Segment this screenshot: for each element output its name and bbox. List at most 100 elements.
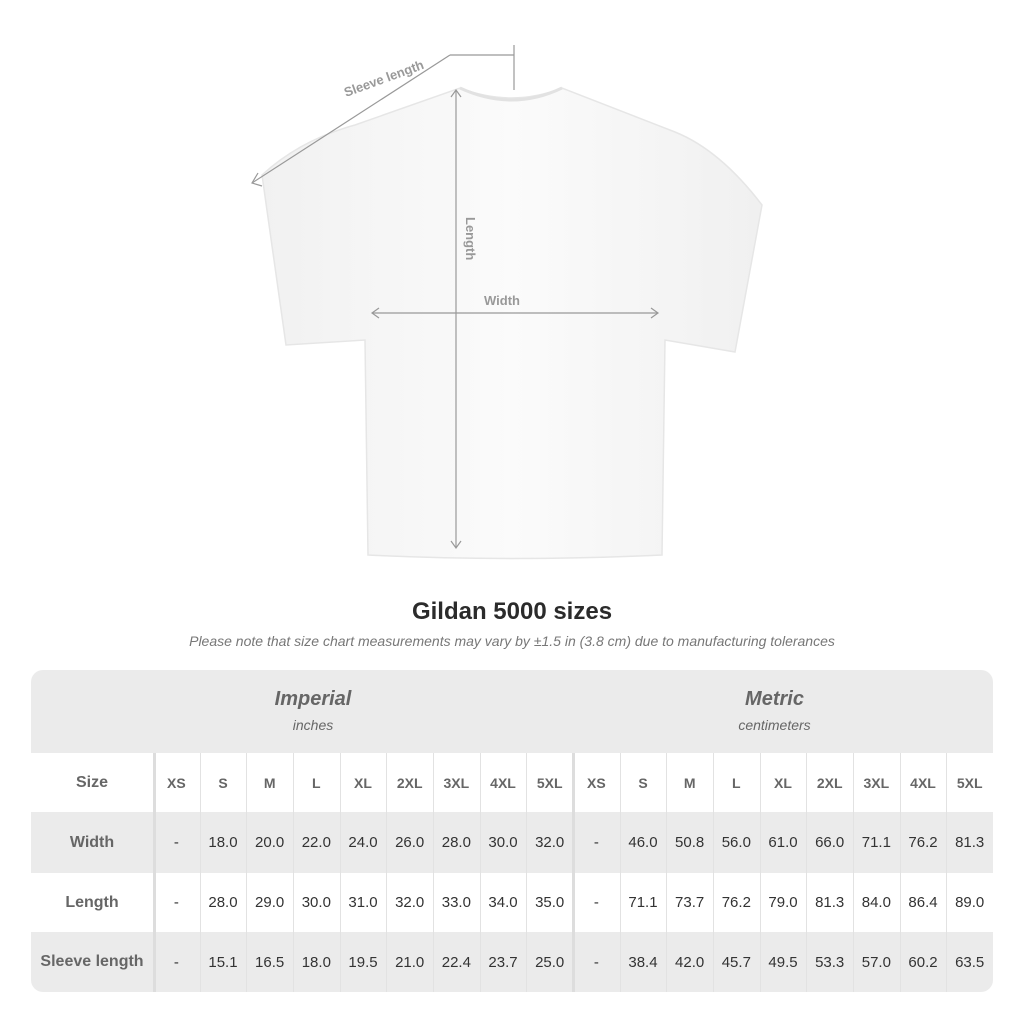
column-divider (153, 753, 156, 992)
metric-value: 42.0 (675, 953, 705, 971)
metric-value: 49.5 (768, 953, 798, 971)
column-divider (386, 753, 388, 992)
column-divider (526, 753, 528, 992)
column-divider (433, 753, 435, 992)
metric-value: 45.7 (721, 953, 751, 971)
imperial-value: 22.0 (301, 834, 331, 851)
metric-value: 38.4 (628, 953, 658, 971)
imperial-unit: inches (292, 717, 334, 733)
imperial-size-header: 2XL (396, 774, 423, 791)
imperial-value: - (173, 894, 179, 911)
metric-value: 63.5 (955, 953, 985, 971)
metric-value: 76.2 (908, 834, 938, 851)
imperial-value: 30.0 (488, 834, 518, 851)
metric-value: 60.2 (908, 953, 938, 971)
metric-value: 86.4 (908, 894, 938, 911)
column-divider (946, 753, 948, 992)
metric-size-header: 3XL (863, 774, 890, 791)
imperial-heading: Imperial (274, 688, 352, 710)
imperial-size-header: S (218, 774, 228, 791)
metric-size-header: 4XL (910, 774, 936, 791)
column-divider (293, 753, 294, 992)
column-divider (479, 753, 481, 992)
imperial-value: 35.0 (535, 894, 565, 911)
imperial-size-header: 4XL (490, 774, 516, 791)
imperial-value: 23.7 (488, 953, 518, 971)
metric-size-header: S (638, 774, 648, 791)
column-divider (666, 753, 668, 992)
page-title: Gildan 5000 sizes (411, 598, 613, 625)
size-table: Imperial inches Metric centimeters Size X… (31, 670, 993, 992)
metric-value: 81.3 (815, 894, 845, 911)
metric-value: 56.0 (721, 834, 751, 851)
imperial-value: 32.0 (395, 894, 425, 911)
imperial-value: 18.0 (208, 834, 238, 851)
metric-value: 71.1 (861, 834, 891, 851)
imperial-value: 21.0 (395, 953, 425, 971)
column-divider (713, 753, 714, 992)
metric-value: 89.0 (955, 894, 985, 911)
imperial-value: 31.0 (348, 894, 378, 911)
metric-value: 53.3 (815, 953, 845, 971)
column-divider (619, 753, 621, 992)
column-divider (199, 753, 201, 992)
row-label: Length (65, 893, 119, 911)
metric-value: 61.0 (768, 834, 798, 851)
imperial-size-header: XS (166, 774, 186, 791)
metric-value: - (593, 834, 599, 851)
metric-size-header: XS (586, 774, 606, 791)
metric-value: 84.0 (861, 894, 891, 911)
imperial-value: 33.0 (441, 894, 471, 911)
imperial-value: 24.0 (348, 834, 378, 851)
metric-value: 76.2 (721, 894, 751, 911)
imperial-value: 32.0 (535, 834, 565, 851)
metric-size-header: 5XL (956, 774, 983, 791)
imperial-value: 34.0 (488, 894, 518, 911)
metric-size-header: 2XL (816, 774, 843, 791)
metric-value: 81.3 (955, 834, 985, 851)
column-divider (806, 753, 808, 992)
imperial-value: 22.4 (441, 953, 471, 971)
imperial-value: 15.1 (208, 953, 238, 971)
metric-size-header: XL (774, 774, 792, 791)
imperial-value: 16.5 (255, 953, 285, 971)
imperial-size-header: L (312, 774, 321, 791)
imperial-value: 25.0 (535, 953, 565, 971)
tshirt-shape (261, 87, 763, 560)
metric-value: - (593, 953, 599, 971)
imperial-value: - (173, 953, 179, 971)
column-divider (899, 753, 901, 992)
metric-header: Metric centimeters (573, 670, 976, 753)
column-divider (246, 753, 248, 992)
imperial-size-header: 3XL (443, 774, 470, 791)
metric-value: 73.7 (675, 894, 705, 911)
imperial-value: 29.0 (255, 894, 285, 911)
length-label: Length (463, 217, 478, 260)
imperial-value: 30.0 (301, 894, 331, 911)
imperial-size-header: XL (354, 774, 372, 791)
imperial-value: 26.0 (395, 834, 425, 851)
tolerance-note: Please note that size chart measurements… (189, 633, 835, 649)
imperial-value: 20.0 (255, 834, 285, 851)
column-divider (572, 753, 575, 992)
width-label: Width (484, 293, 520, 308)
metric-value: 57.0 (861, 953, 891, 971)
metric-value: 50.8 (675, 834, 705, 851)
metric-unit: centimeters (738, 717, 811, 733)
metric-size-header: M (683, 774, 696, 791)
imperial-size-header: 5XL (536, 774, 563, 791)
column-divider (759, 753, 761, 992)
metric-value: 79.0 (768, 894, 798, 911)
imperial-value: - (173, 834, 179, 851)
column-divider (853, 753, 855, 992)
imperial-value: 19.5 (348, 953, 378, 971)
imperial-value: 28.0 (441, 834, 471, 851)
imperial-value: 28.0 (208, 894, 238, 911)
metric-value: - (593, 894, 599, 911)
imperial-size-header: M (263, 774, 276, 791)
metric-heading: Metric (745, 688, 804, 710)
row-label: Sleeve length (40, 953, 144, 970)
metric-value: 71.1 (628, 894, 658, 911)
metric-value: 46.0 (628, 834, 658, 851)
tshirt-diagram: Sleeve length Length Width (251, 45, 763, 560)
